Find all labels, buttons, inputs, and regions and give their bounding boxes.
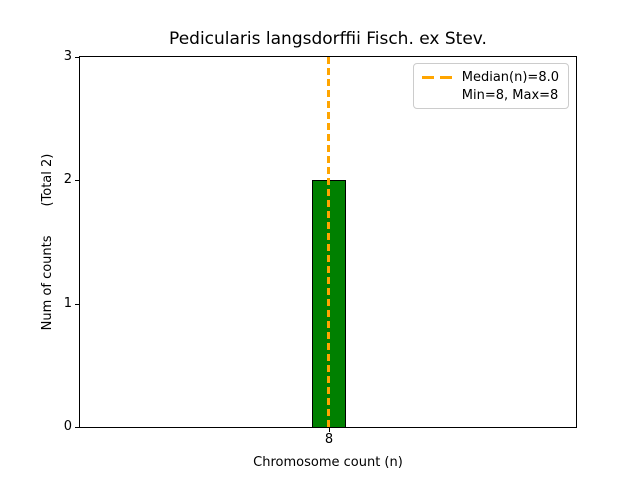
y-tick-label-1: 1 <box>63 296 72 311</box>
y-tick-mark-2 <box>75 180 79 181</box>
median-vline <box>327 57 330 427</box>
y-tick-label-3: 3 <box>63 49 72 64</box>
legend-label-median: Median(n)=8.0 <box>461 69 559 85</box>
legend-empty-swatch <box>422 94 452 97</box>
legend-item-median: Median(n)=8.0 <box>421 68 559 86</box>
y-tick-label-2: 2 <box>63 172 72 187</box>
y-tick-label-0: 0 <box>63 419 72 434</box>
y-tick-mark-0 <box>75 427 79 428</box>
legend: Median(n)=8.0 Min=8, Max=8 <box>412 63 569 109</box>
chart-title: Pedicularis langsdorffii Fisch. ex Stev. <box>169 29 487 49</box>
plot-area: Median(n)=8.0 Min=8, Max=8 <box>79 56 577 428</box>
dashed-line-icon <box>421 75 452 79</box>
y-tick-mark-1 <box>75 304 79 305</box>
legend-item-minmax: Min=8, Max=8 <box>422 86 559 104</box>
x-tick-label-8: 8 <box>324 432 334 447</box>
x-tick-mark-8 <box>329 428 330 432</box>
y-tick-mark-3 <box>75 57 79 58</box>
x-axis-label: Chromosome count (n) <box>253 455 403 470</box>
legend-label-minmax: Min=8, Max=8 <box>461 87 559 103</box>
